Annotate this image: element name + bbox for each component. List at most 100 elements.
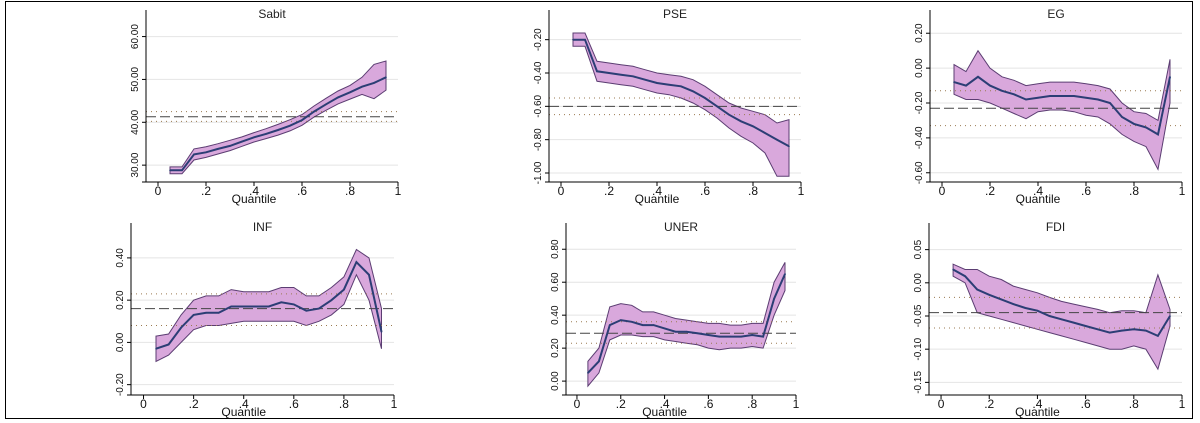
y-tick-label-1: 0.00: [115, 332, 126, 352]
y-tick-label-0: -1.00: [533, 161, 544, 184]
y-tick-label-0: -0.15: [913, 371, 924, 394]
estimate-point-9: [680, 85, 682, 88]
estimate-point-2: [596, 70, 598, 73]
y-tick-label-4: 0.20: [914, 23, 925, 43]
y-tick-label-3: 0.60: [550, 272, 561, 292]
estimate-point-9: [277, 129, 279, 131]
estimate-point-14: [740, 120, 742, 123]
x-tick-label-1: .2: [201, 184, 211, 198]
estimate-point-0: [953, 81, 955, 83]
estimate-point-7: [1037, 96, 1039, 99]
estimate-point-10: [1072, 321, 1075, 324]
y-tick-label-3: -0.40: [533, 61, 544, 84]
estimate-point-4: [620, 73, 622, 76]
estimate-point-2: [977, 76, 979, 78]
x-tick-label-1: .2: [189, 397, 199, 411]
y-tick-label-0: 30.00: [130, 152, 141, 177]
x-tick-label-1: .2: [604, 184, 614, 198]
estimate-point-15: [1133, 328, 1135, 331]
estimate-point-2: [193, 153, 195, 156]
confidence-band: [169, 60, 387, 175]
estimate-point-17: [368, 274, 370, 276]
x-tick-label-2: .4: [1033, 184, 1043, 198]
estimate-point-4: [1001, 89, 1003, 92]
chart-panel-eg: -0.60 -0.40 -0.20 0.00 0.20 0 .2 .4 .6 .8 1 Quantil…: [914, 7, 1186, 206]
estimate-point-16: [764, 132, 766, 134]
estimate-point-8: [674, 330, 677, 333]
estimate-point-14: [1121, 116, 1123, 118]
x-tick-label-2: .4: [239, 397, 249, 411]
x-tick-label-3: .6: [1081, 184, 1091, 198]
x-tick-label-1: .2: [984, 397, 994, 411]
estimate-point-9: [1061, 95, 1063, 97]
estimate-point-4: [205, 312, 207, 314]
chart-panel-fdi: -0.15 -0.10 -0.05 0.00 0.05 0 .2 .4 .6 .8 1 Quantil…: [913, 220, 1186, 419]
estimate-point-16: [1145, 126, 1147, 129]
estimate-point-18: [784, 273, 786, 275]
estimate-point-13: [729, 335, 732, 338]
estimate-point-14: [330, 299, 333, 301]
y-tick-label-3: 0.40: [115, 248, 126, 268]
estimate-point-10: [692, 90, 694, 93]
estimate-point-15: [751, 334, 753, 336]
chart-title: EG: [1047, 7, 1064, 21]
estimate-point-3: [205, 151, 207, 154]
estimate-point-11: [1084, 325, 1087, 327]
x-axis-label: Quantile: [635, 192, 680, 206]
x-tick-label-2: .4: [249, 184, 259, 198]
x-tick-label-5: 1: [395, 184, 402, 198]
estimate-point-6: [241, 140, 243, 143]
chart-panel-sabit: 30.00 40.00 50.00 60.00 0 .2 .4 .6 .8 1 Quantile Sa…: [130, 7, 402, 206]
x-tick-label-0: 0: [939, 184, 946, 198]
estimate-point-8: [1049, 95, 1051, 97]
estimate-point-14: [1120, 329, 1123, 332]
y-tick-label-3: 0.00: [914, 58, 925, 78]
estimate-point-5: [217, 312, 220, 314]
estimate-point-18: [380, 331, 383, 333]
estimate-point-11: [707, 334, 710, 336]
y-tick-label-1: -0.40: [914, 126, 925, 149]
x-tick-label-0: 0: [558, 184, 565, 198]
y-tick-label-1: -0.80: [533, 128, 544, 151]
x-tick-label-4: .8: [339, 397, 349, 411]
x-tick-label-4: .8: [1129, 397, 1139, 411]
x-tick-label-4: .8: [345, 184, 355, 198]
y-tick-label-3: 0.00: [913, 273, 924, 293]
x-tick-label-4: .8: [747, 397, 757, 411]
estimate-point-16: [762, 335, 764, 338]
estimate-point-15: [343, 288, 345, 291]
estimate-point-8: [265, 133, 267, 135]
estimate-point-8: [668, 83, 670, 86]
estimate-point-2: [976, 288, 978, 291]
x-tick-label-4: .8: [748, 184, 758, 198]
y-tick-label-2: 50.00: [130, 66, 141, 91]
estimate-point-18: [1169, 76, 1171, 78]
estimate-point-17: [773, 297, 775, 300]
estimate-point-5: [229, 145, 231, 147]
estimate-point-0: [169, 169, 171, 172]
estimate-point-13: [325, 103, 327, 106]
x-tick-label-4: .8: [1129, 184, 1139, 198]
chart-title: INF: [253, 220, 272, 234]
estimate-point-16: [361, 85, 363, 88]
estimate-point-18: [788, 145, 790, 148]
estimate-point-12: [1096, 328, 1099, 331]
estimate-point-17: [1157, 335, 1159, 337]
confidence-band: [587, 262, 786, 388]
estimate-point-6: [1024, 307, 1027, 309]
y-tick-label-2: 0.40: [550, 305, 561, 325]
estimate-point-9: [267, 305, 270, 308]
estimate-point-11: [1085, 96, 1087, 99]
estimate-point-10: [289, 124, 291, 127]
estimate-point-2: [609, 324, 611, 326]
estimate-point-4: [217, 148, 219, 150]
estimate-point-11: [293, 303, 295, 306]
estimate-point-7: [1036, 309, 1039, 312]
x-tick-label-0: 0: [155, 184, 162, 198]
x-tick-label-3: .6: [703, 397, 713, 411]
estimate-point-17: [1157, 133, 1159, 136]
estimate-point-0: [952, 268, 954, 271]
x-tick-label-1: .2: [985, 184, 995, 198]
estimate-point-12: [1097, 98, 1099, 101]
y-tick-label-1: -0.10: [913, 337, 924, 360]
